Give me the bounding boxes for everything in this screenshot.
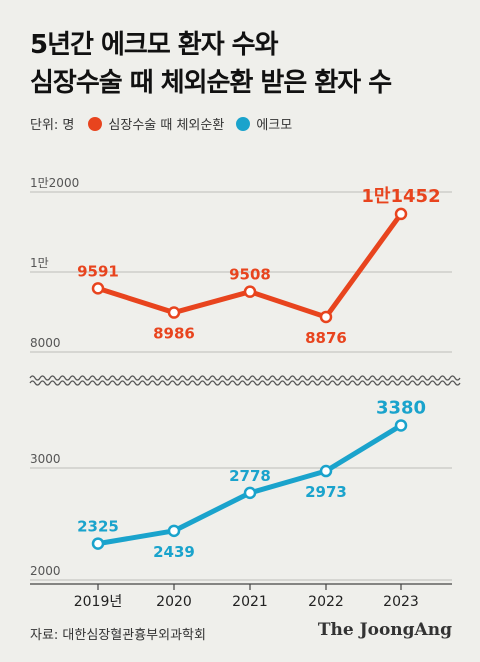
legend: 단위: 명 심장수술 때 체외순환 에크모: [30, 114, 304, 133]
data-label: 9508: [229, 266, 271, 284]
data-label: 1만1452: [361, 186, 440, 207]
data-point: [243, 285, 257, 298]
data-label: 2778: [229, 467, 271, 485]
data-label: 8986: [153, 325, 195, 343]
data-point: [394, 419, 408, 432]
legend-dot-ecmo: [236, 116, 251, 131]
data-label: 2973: [305, 483, 347, 501]
y-tick-label: 2000: [30, 564, 61, 578]
x-tick-label: 2019년: [74, 594, 123, 610]
legend-label-ecmo: 에크모: [256, 118, 293, 133]
data-point: [91, 537, 105, 550]
x-tick-label: 2022: [308, 594, 344, 610]
legend-item-surgery: 심장수술 때 체외순환: [88, 114, 224, 133]
data-point: [167, 524, 181, 538]
data-label: 3380: [376, 397, 426, 418]
data-point: [319, 464, 333, 478]
data-label: 9591: [77, 262, 119, 280]
chart-title: 5년간 에크모 환자 수와 심장수술 때 체외순환 받은 환자 수: [30, 26, 460, 102]
legend-dot-surgery: [88, 116, 103, 131]
legend-label-surgery: 심장수술 때 체외순환: [108, 118, 225, 133]
data-point: [91, 282, 105, 295]
unit-label: 단위: 명: [30, 118, 75, 133]
title-line-2: 심장수술 때 체외순환 받은 환자 수: [30, 68, 392, 98]
data-point: [243, 486, 257, 500]
y-tick-label: 3000: [30, 452, 61, 466]
x-tick-label: 2020: [156, 594, 192, 610]
legend-item-ecmo: 에크모: [236, 114, 292, 133]
y-tick-label: 1만: [30, 256, 49, 270]
axis-break-line: [29, 375, 461, 381]
source-note: 자료: 대한심장혈관흉부외과학회: [30, 628, 206, 643]
data-point: [167, 306, 181, 319]
y-tick-label: 1만2000: [30, 176, 79, 190]
data-label: 8876: [305, 329, 347, 347]
brand-logo: The JoongAng: [317, 620, 452, 640]
x-tick-label: 2021: [232, 594, 268, 610]
y-tick-label: 8000: [30, 336, 61, 350]
axis-break-line: [29, 380, 461, 386]
data-label: 2325: [77, 518, 119, 536]
data-point: [319, 310, 333, 324]
data-label: 2439: [153, 543, 195, 561]
x-tick-label: 2023: [383, 594, 419, 610]
data-point: [394, 207, 408, 221]
title-line-1: 5년간 에크모 환자 수와: [30, 30, 279, 60]
